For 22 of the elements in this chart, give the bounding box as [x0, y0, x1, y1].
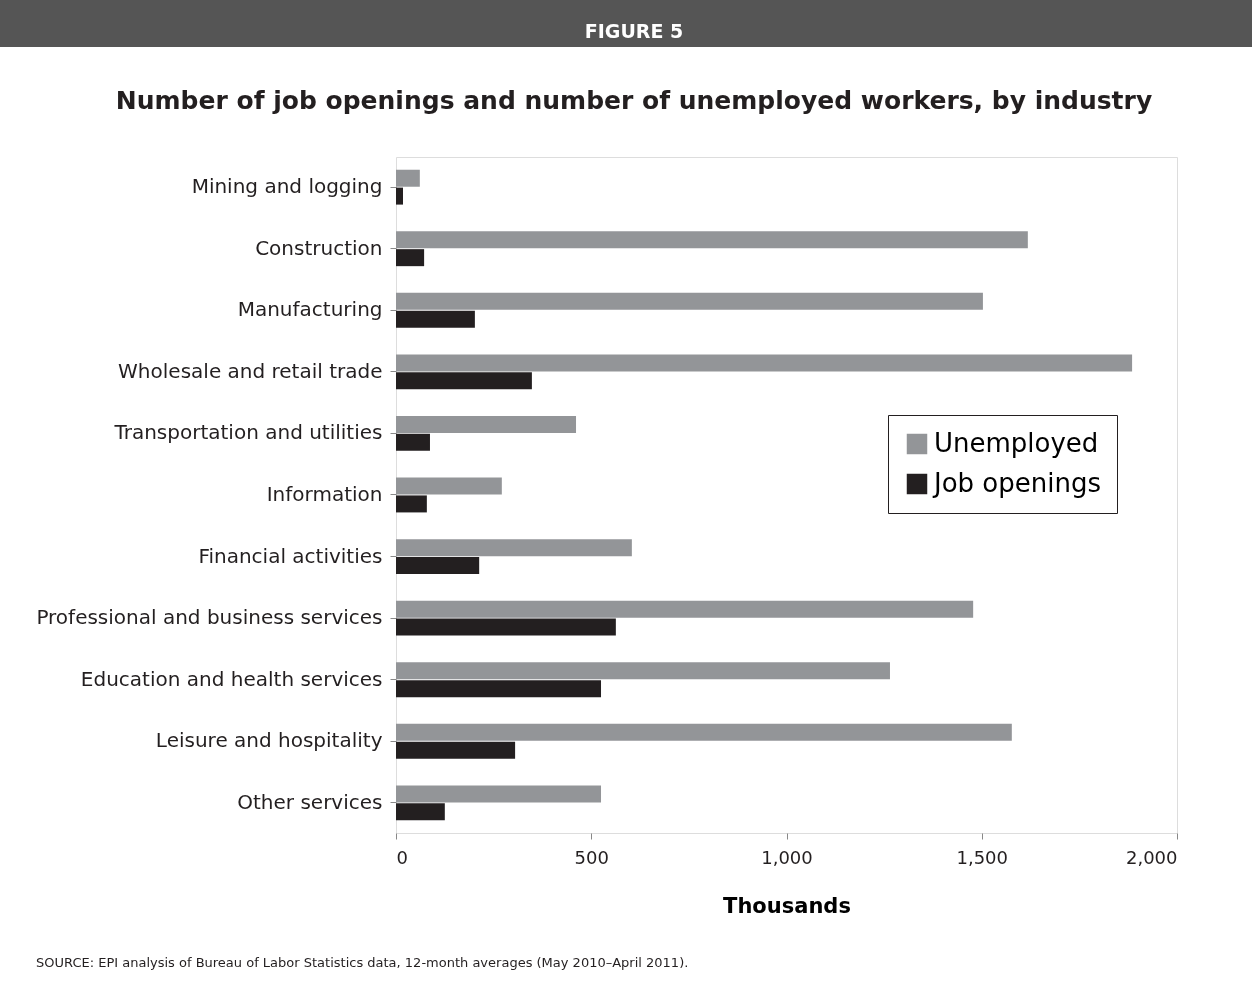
y-tick-label: Professional and business services: [36, 605, 383, 630]
x-tick-label: 2,000: [1125, 846, 1178, 868]
y-tick-label: Wholesale and retail trade: [118, 358, 383, 383]
y-tick-label: Leisure and hospitality: [155, 728, 383, 753]
y-tick-label: Transportation and utilities: [113, 420, 383, 445]
legend-label: Unemployed: [934, 428, 1099, 458]
y-tick-label: Manufacturing: [237, 297, 383, 322]
y-tick-label: Financial activities: [198, 543, 383, 568]
x-axis-title: Thousands: [723, 893, 851, 918]
chart-title: FIGURE 5: [584, 20, 684, 42]
y-tick-label: Construction: [255, 235, 383, 260]
x-tick-label: 0: [396, 846, 408, 868]
y-tick-label: Mining and logging: [191, 174, 383, 199]
x-tick-label: 1,000: [761, 846, 813, 868]
y-tick-label: Education and health services: [80, 666, 383, 691]
source-note: SOURCE: EPI analysis of Bureau of Labor Statistics data, 12-month averages (May 2010–April 2011).: [36, 955, 689, 970]
y-tick-label: Other services: [237, 789, 383, 814]
legend-label: Job openings: [932, 468, 1101, 498]
y-tick-label: Information: [266, 482, 383, 506]
x-tick-label: 1,500: [956, 846, 1009, 868]
chart-subtitle: Number of job openings and number of unemployed workers, by industry: [115, 86, 1153, 115]
x-tick-label: 500: [574, 846, 609, 868]
